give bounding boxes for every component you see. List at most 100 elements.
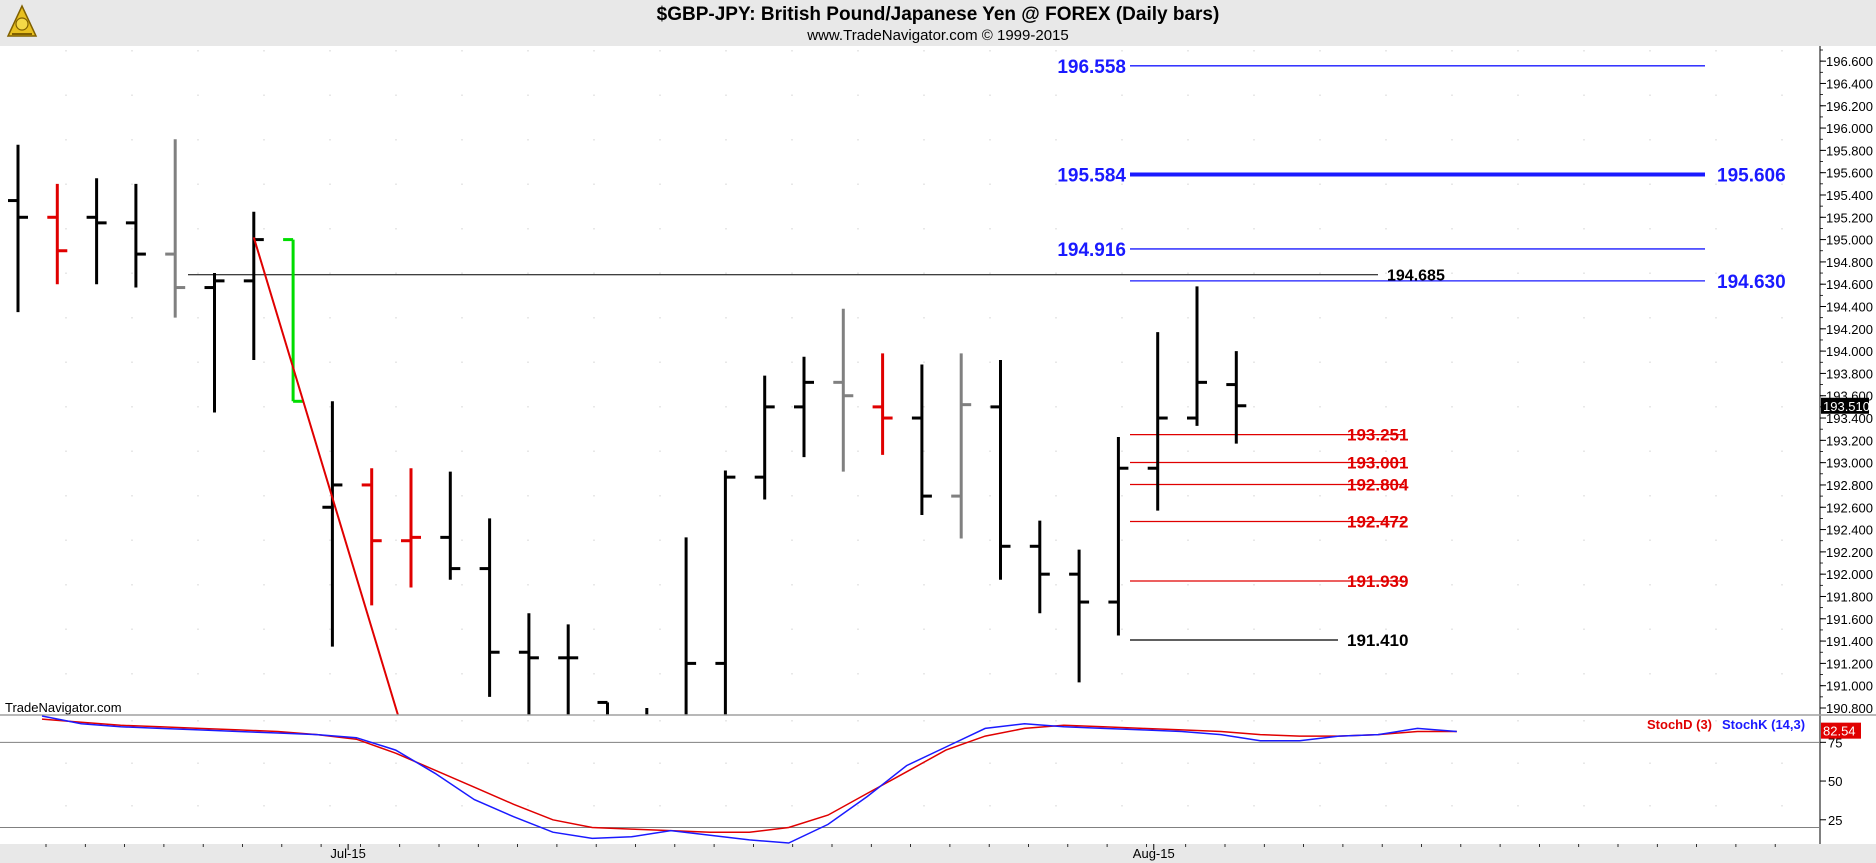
- stoch-tick-label: 75: [1828, 735, 1842, 750]
- ohlc-bar: [440, 471, 461, 580]
- y-tick-label: 190.800: [1826, 701, 1873, 716]
- stoch-y-axis: 75 50 25 82.54: [1820, 722, 1861, 828]
- y-tick-label: 194.800: [1826, 255, 1873, 270]
- stoch-last-box: [1821, 722, 1861, 739]
- y-tick-label: 191.600: [1826, 612, 1873, 627]
- y-tick-label: 196.200: [1826, 99, 1873, 114]
- ohlc-bar: [872, 353, 893, 455]
- ohlc-bar: [1187, 286, 1207, 426]
- ohlc-bar: [794, 356, 814, 458]
- y-tick-label: 193.000: [1826, 456, 1873, 471]
- ohlc-bar: [479, 518, 500, 697]
- trend-line: [252, 237, 400, 715]
- stoch-legend: StochD (3) StochK (14,3): [1647, 717, 1805, 732]
- y-tick-label: 193.800: [1826, 366, 1873, 381]
- resistance-label: 196.558: [1057, 57, 1126, 78]
- last-price-box: [1821, 397, 1869, 414]
- ohlc-bar: [47, 183, 68, 285]
- price-panel: [0, 46, 1820, 714]
- price-levels: 196.558 195.584 195.606 194.916 194.630 193.2…: [188, 57, 1786, 650]
- stoch-tick-label: 50: [1828, 774, 1842, 789]
- support-label: 192.804: [1347, 476, 1409, 495]
- resistance-right-label: 194.630: [1717, 272, 1786, 293]
- resistance-right-label: 195.606: [1717, 165, 1786, 186]
- ohlc-bar: [361, 468, 382, 606]
- stoch-lines: [41, 715, 1457, 844]
- stoch-series-line: [41, 715, 1457, 844]
- resistance-label: 194.916: [1057, 240, 1126, 261]
- ohlc-bar: [558, 624, 579, 715]
- ohlc-bar: [401, 468, 421, 588]
- ohlc-bar: [1147, 332, 1168, 511]
- chart-title: $GBP-JPY: British Pound/Japanese Yen @ F…: [657, 4, 1220, 25]
- y-tick-label: 192.800: [1826, 478, 1873, 493]
- ohlc-bar: [518, 613, 539, 715]
- ohlc-bar: [951, 353, 972, 539]
- ohlc-bar: [125, 183, 146, 288]
- y-tick-label: 195.000: [1826, 233, 1873, 248]
- ohlc-bar: [911, 364, 932, 516]
- legend-stochk: StochK (14,3): [1722, 717, 1805, 732]
- reference-label: 194.685: [1387, 268, 1445, 285]
- legend-stochd: StochD (3): [1647, 717, 1712, 732]
- trendline-layer: [252, 237, 400, 715]
- y-tick-label: 191.800: [1826, 589, 1873, 604]
- x-axis: Jul-15 Aug-15: [45, 844, 1776, 861]
- y-tick-label: 192.000: [1826, 567, 1873, 582]
- support-label: 193.251: [1347, 426, 1408, 445]
- price-y-axis: 196.600 196.400 196.200 196.000 195.800 195.6…: [1819, 46, 1873, 844]
- y-tick-label: 191.200: [1826, 656, 1873, 671]
- stoch-series-line: [41, 718, 1457, 833]
- ohlc-bar: [322, 401, 343, 647]
- ohlc-bar: [645, 708, 649, 715]
- y-tick-label: 193.400: [1826, 411, 1873, 426]
- y-tick-label: 194.000: [1826, 344, 1873, 359]
- y-tick-label: 195.400: [1826, 188, 1873, 203]
- ohlc-bar: [8, 144, 28, 313]
- support-label: 191.939: [1347, 572, 1408, 591]
- chart-subtitle: www.TradeNavigator.com © 1999-2015: [806, 27, 1068, 44]
- stoch-grid: [0, 720, 1820, 842]
- y-tick-label: 192.200: [1826, 545, 1873, 560]
- x-axis-band: [0, 844, 1876, 863]
- last-price-label: 193.510: [1823, 399, 1870, 414]
- y-tick-label: 193.200: [1826, 433, 1873, 448]
- y-tick-label: 194.400: [1826, 300, 1873, 315]
- ohlc-bar: [715, 470, 736, 715]
- ohlc-bar: [1226, 351, 1247, 444]
- y-tick-label: 192.600: [1826, 500, 1873, 515]
- ohlc-bar: [1029, 520, 1050, 614]
- stoch-tick-label: 25: [1828, 813, 1842, 828]
- y-tick-label: 192.400: [1826, 523, 1873, 538]
- ohlc-bar: [1108, 436, 1129, 636]
- ohlc-bar: [990, 360, 1011, 580]
- ohlc-bar: [754, 375, 775, 500]
- y-tick-label: 195.200: [1826, 210, 1873, 225]
- y-tick-label: 195.800: [1826, 143, 1873, 158]
- ohlc-bar: [283, 238, 304, 403]
- y-tick-label: 194.200: [1826, 322, 1873, 337]
- support-label: 193.001: [1347, 454, 1408, 473]
- reference-label: 191.410: [1347, 631, 1408, 650]
- y-tick-label: 195.600: [1826, 166, 1873, 181]
- y-tick-label: 196.600: [1826, 54, 1873, 69]
- x-tick-label: Jul-15: [330, 846, 365, 861]
- ohlc-bar: [684, 537, 697, 715]
- y-tick-label: 196.400: [1826, 76, 1873, 91]
- header-band: [0, 0, 1876, 46]
- stoch-last-label: 82.54: [1823, 724, 1856, 739]
- y-tick-label: 191.000: [1826, 679, 1873, 694]
- ohlc-bar: [833, 308, 854, 472]
- resistance-label: 195.584: [1057, 165, 1126, 186]
- x-tick-label: Aug-15: [1133, 846, 1175, 861]
- y-tick-label: 196.000: [1826, 121, 1873, 136]
- support-label: 192.472: [1347, 513, 1408, 532]
- ohlc-bar: [86, 178, 107, 285]
- sextant-logo-icon: [6, 4, 38, 37]
- ohlc-bar: [1069, 549, 1090, 683]
- ohlc-bars: [8, 139, 1247, 715]
- ohlc-bar: [204, 273, 225, 413]
- y-tick-label: 194.600: [1826, 277, 1873, 292]
- watermark-text: TradeNavigator.com: [5, 700, 122, 715]
